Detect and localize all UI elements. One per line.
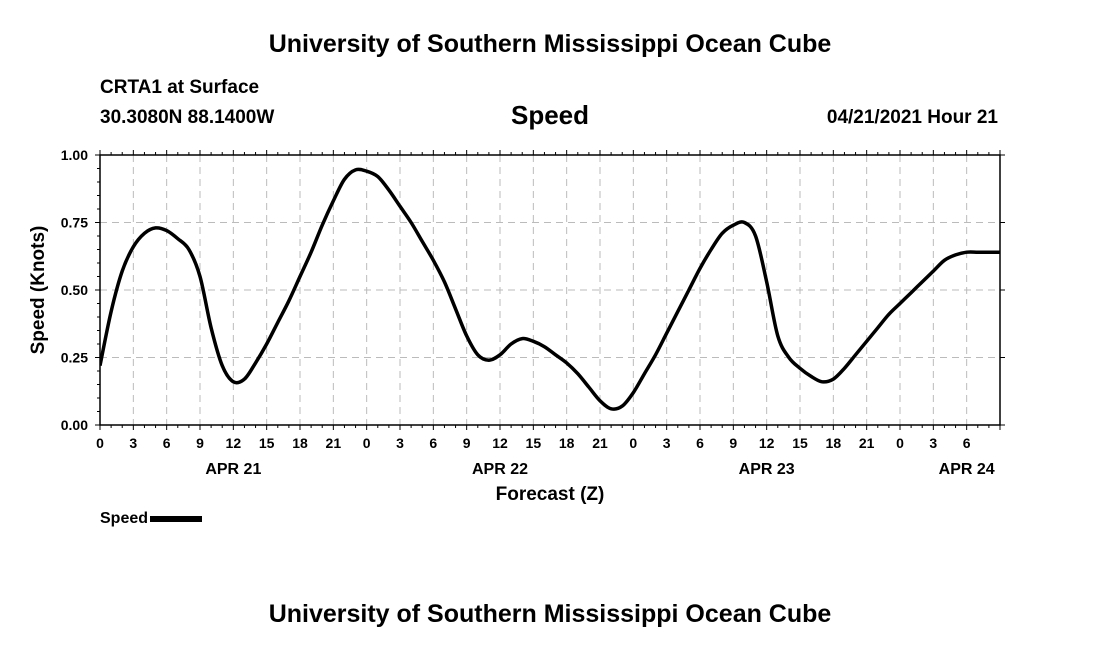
x-tick-label: 0 bbox=[629, 435, 637, 451]
x-tick-label: 18 bbox=[559, 435, 575, 451]
x-tick-label: 12 bbox=[759, 435, 775, 451]
x-tick-label: 12 bbox=[492, 435, 508, 451]
x-tick-label: 15 bbox=[259, 435, 275, 451]
speed-chart: 0 3 6 9 12 15 18 21 0 3 6 9 12 15 18 21 0 3 6 9 12 15 18 21 0 3 6 0… bbox=[28, 147, 1005, 505]
series-line-speed bbox=[100, 167, 1000, 411]
station-label: CRTA1 at Surface bbox=[100, 77, 260, 98]
x-tick-label: 18 bbox=[292, 435, 308, 451]
x-tick-label: 12 bbox=[226, 435, 242, 451]
x-tick-label: 0 bbox=[96, 435, 104, 451]
x-tick-label: 15 bbox=[792, 435, 808, 451]
axis-ticks: 0 3 6 9 12 15 18 21 0 3 6 9 12 15 18 21 0 3 6 9 12 15 18 21 0 3 6 0… bbox=[61, 147, 1005, 478]
x-tick-label: 21 bbox=[859, 435, 875, 451]
x-tick-label: 0 bbox=[896, 435, 904, 451]
y-tick-label: 0.75 bbox=[61, 215, 88, 231]
date-label: APR 24 bbox=[939, 461, 995, 478]
x-axis-label: Forecast (Z) bbox=[496, 484, 605, 505]
x-tick-label: 6 bbox=[163, 435, 171, 451]
x-tick-label: 6 bbox=[429, 435, 437, 451]
x-tick-label: 9 bbox=[729, 435, 737, 451]
x-tick-label: 18 bbox=[826, 435, 842, 451]
x-tick-label: 0 bbox=[363, 435, 371, 451]
x-tick-label: 21 bbox=[592, 435, 608, 451]
date-label: APR 23 bbox=[739, 461, 795, 478]
y-tick-label: 0.00 bbox=[61, 417, 88, 433]
x-tick-label: 9 bbox=[196, 435, 204, 451]
date-label: APR 21 bbox=[205, 461, 261, 478]
legend-line-swatch bbox=[150, 515, 203, 522]
x-tick-label: 3 bbox=[129, 435, 137, 451]
series-group bbox=[100, 167, 1000, 411]
x-tick-label: 3 bbox=[929, 435, 937, 451]
y-axis-label: Speed (Knots) bbox=[28, 226, 49, 355]
x-tick-label: 6 bbox=[963, 435, 971, 451]
y-tick-label: 0.50 bbox=[61, 282, 88, 298]
x-tick-label: 6 bbox=[696, 435, 704, 451]
x-tick-label: 21 bbox=[326, 435, 342, 451]
coordinates-label: 30.3080N 88.1400W bbox=[100, 107, 275, 128]
datetime-label: 04/21/2021 Hour 21 bbox=[826, 107, 998, 128]
x-tick-label: 3 bbox=[663, 435, 671, 451]
date-label: APR 22 bbox=[472, 461, 528, 478]
legend: Speed bbox=[100, 510, 203, 528]
y-tick-label: 0.25 bbox=[61, 350, 88, 366]
x-tick-label: 3 bbox=[396, 435, 404, 451]
chart-title: Speed bbox=[510, 100, 590, 130]
x-tick-label: 15 bbox=[526, 435, 542, 451]
top-title: University of Southern Mississippi Ocean… bbox=[268, 30, 832, 58]
x-tick-label: 9 bbox=[463, 435, 471, 451]
bottom-title: University of Southern Mississippi Ocean… bbox=[268, 600, 832, 628]
grid-lines bbox=[100, 155, 1000, 425]
legend-label: Speed bbox=[100, 510, 149, 527]
y-tick-label: 1.00 bbox=[61, 147, 88, 163]
